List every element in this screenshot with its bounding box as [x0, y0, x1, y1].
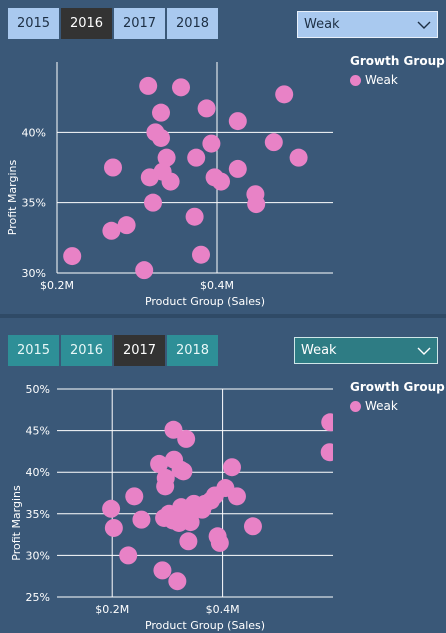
data-point[interactable] — [119, 546, 138, 565]
data-point[interactable] — [264, 133, 283, 152]
data-point[interactable] — [104, 158, 122, 177]
legend: Growth Group Weak — [350, 380, 445, 413]
data-point[interactable] — [102, 221, 121, 240]
data-point[interactable] — [156, 469, 175, 488]
data-point[interactable] — [144, 193, 162, 212]
y-tick-label: 30% — [22, 267, 46, 280]
y-axis-title: Profit Margins — [6, 159, 19, 235]
scatter-plot-area: 25% 30% 35% 40% 45% 50% $0.2M $0.4M Product Grou… — [10, 383, 339, 632]
scatter-visual-2017: 2015 2016 2017 2018 Weak Growth Group We… — [0, 317, 446, 633]
growth-group-dropdown[interactable]: Weak — [297, 11, 438, 38]
year-tab-2018[interactable]: 2018 — [167, 335, 218, 366]
year-tab-2015[interactable]: 2015 — [8, 335, 59, 366]
x-axis-title: Product Group (Sales) — [145, 295, 265, 308]
data-point[interactable] — [179, 532, 198, 551]
data-point[interactable] — [135, 261, 154, 280]
year-tab-2015[interactable]: 2015 — [8, 8, 59, 39]
legend-marker-icon — [350, 74, 361, 86]
visual-divider — [0, 314, 446, 318]
points-group — [63, 76, 308, 280]
data-point[interactable] — [157, 148, 176, 167]
data-point[interactable] — [63, 247, 82, 266]
dropdown-value: Weak — [301, 343, 337, 358]
y-tick-label: 45% — [26, 425, 50, 438]
data-point[interactable] — [185, 207, 204, 226]
legend-marker-icon — [350, 400, 361, 412]
data-point[interactable] — [222, 458, 241, 477]
x-axis-title: Product Group (Sales) — [145, 619, 265, 632]
data-point[interactable] — [202, 134, 221, 153]
y-tick-label: 30% — [26, 549, 50, 562]
data-point[interactable] — [153, 561, 172, 580]
data-point[interactable] — [172, 78, 190, 97]
chevron-down-icon — [417, 12, 431, 37]
data-point[interactable] — [289, 148, 308, 167]
legend-title: Growth Group — [350, 54, 445, 68]
data-point[interactable] — [139, 76, 158, 95]
data-point[interactable] — [228, 112, 247, 131]
year-tab-2016[interactable]: 2016 — [61, 8, 112, 39]
data-point[interactable] — [177, 429, 196, 448]
x-tick-label: $0.4M — [206, 603, 240, 616]
scatter-plot-area: 30% 35% 40% $0.2M $0.4M Product Group (Sales)… — [6, 62, 333, 308]
year-slicer: 2015 2016 2017 2018 — [8, 335, 218, 366]
data-point[interactable] — [125, 487, 144, 506]
data-point[interactable] — [228, 159, 247, 178]
points-group — [102, 413, 339, 591]
data-point[interactable] — [192, 245, 210, 264]
legend-item-label: Weak — [365, 399, 398, 413]
year-tab-2017[interactable]: 2017 — [114, 335, 165, 366]
data-point[interactable] — [243, 517, 262, 536]
data-point[interactable] — [197, 99, 216, 118]
growth-group-dropdown[interactable]: Weak — [294, 337, 438, 364]
y-tick-label: 40% — [26, 466, 50, 479]
data-point[interactable] — [164, 420, 183, 439]
year-tab-2017[interactable]: 2017 — [114, 8, 165, 39]
data-point[interactable] — [152, 128, 170, 147]
x-tick-label: $0.2M — [40, 279, 74, 292]
data-point[interactable] — [247, 195, 266, 214]
y-tick-label: 35% — [26, 508, 50, 521]
data-point[interactable] — [321, 413, 339, 432]
y-tick-label: 25% — [26, 591, 50, 604]
legend-item-weak[interactable]: Weak — [350, 73, 445, 87]
data-point[interactable] — [104, 518, 123, 537]
year-tab-2016[interactable]: 2016 — [61, 335, 112, 366]
x-tick-label: $0.4M — [200, 279, 234, 292]
data-point[interactable] — [174, 462, 193, 481]
year-slicer: 2015 2016 2017 2018 — [8, 8, 218, 39]
legend: Growth Group Weak — [350, 54, 445, 87]
legend-item-weak[interactable]: Weak — [350, 399, 445, 413]
chevron-down-icon — [417, 338, 431, 363]
data-point[interactable] — [187, 148, 206, 167]
data-point[interactable] — [181, 513, 200, 532]
y-tick-label: 50% — [26, 383, 50, 396]
data-point[interactable] — [102, 499, 121, 518]
scatter-visual-2016: 2015 2016 2017 2018 Weak Growth Group We… — [0, 0, 446, 316]
y-axis-title: Profit Margins — [10, 485, 23, 561]
dropdown-value: Weak — [304, 17, 340, 32]
data-point[interactable] — [320, 443, 339, 462]
data-point[interactable] — [168, 572, 187, 591]
data-point[interactable] — [275, 85, 294, 104]
legend-title: Growth Group — [350, 380, 445, 394]
data-point[interactable] — [210, 533, 229, 552]
data-point[interactable] — [227, 487, 246, 506]
data-point[interactable] — [150, 454, 169, 473]
legend-item-label: Weak — [365, 73, 398, 87]
year-tab-2018[interactable]: 2018 — [167, 8, 218, 39]
data-point[interactable] — [212, 172, 230, 191]
y-tick-label: 40% — [22, 126, 46, 139]
data-point[interactable] — [152, 103, 170, 122]
data-point[interactable] — [132, 510, 151, 529]
data-point[interactable] — [117, 216, 136, 235]
data-point[interactable] — [161, 172, 180, 191]
y-tick-label: 35% — [22, 197, 46, 210]
x-tick-label: $0.2M — [95, 603, 129, 616]
